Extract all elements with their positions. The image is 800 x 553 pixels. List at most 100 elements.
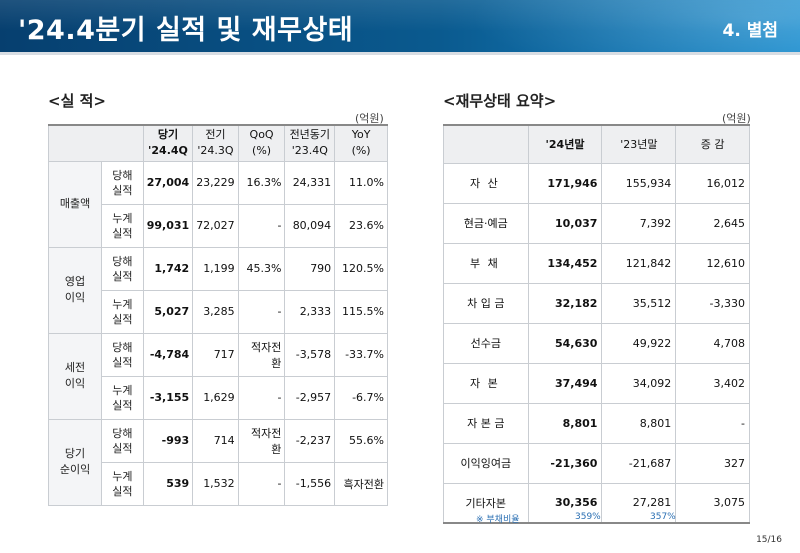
table-row: 기타자본 30,356 27,281 3,075 [443, 482, 750, 524]
table-cell: 134,452 [527, 242, 603, 284]
row-label: 자 본 [443, 362, 529, 404]
col-header-2024: '24년말 [527, 124, 603, 164]
table-cell: 539 [142, 461, 194, 506]
col-header-yearago: 전년동기 '23.4Q [284, 124, 336, 162]
col-header-current: 당기 '24.4Q [142, 124, 194, 162]
col-header-prev: 전기 '24.3Q [192, 124, 239, 162]
table-cell: 121,842 [601, 242, 677, 284]
table-cell: 55.6% [334, 418, 388, 463]
group-label: 세전 이익 [47, 332, 103, 420]
header-bar: '24.4분기 실적 및 재무상태 4. 별첨 [0, 0, 800, 52]
debt-ratio-2024: 359% [575, 512, 601, 522]
table-cell: 16,012 [675, 162, 750, 204]
table-cell: -993 [142, 418, 194, 463]
table-cell: - [237, 289, 286, 334]
row-type-label: 당해 실적 [101, 160, 144, 205]
row-label: 현금·예금 [443, 202, 529, 244]
row-type-label: 당해 실적 [101, 418, 144, 463]
table-cell: 1,199 [192, 246, 239, 291]
group-label: 매출액 [47, 160, 103, 248]
table-row: 세전 이익 당해 실적 -4,784 717 적자전환 -3,578 -33.7% [47, 332, 388, 420]
table-row: 부 채 134,452 121,842 12,610 [443, 242, 750, 284]
table-cell: 12,610 [675, 242, 750, 284]
row-type-label: 누계 실적 [101, 375, 144, 420]
table-cell: -6.7% [334, 375, 388, 420]
table-cell: 2,333 [284, 289, 336, 334]
row-label: 선수금 [443, 322, 529, 364]
table-cell: -33.7% [334, 332, 388, 377]
table-cell: 714 [192, 418, 239, 463]
table-cell: 34,092 [601, 362, 677, 404]
row-type-label: 누계 실적 [101, 203, 144, 248]
table-cell: - [237, 203, 286, 248]
row-type-label: 당해 실적 [101, 332, 144, 377]
table-cell: 120.5% [334, 246, 388, 291]
col-header-change: 증 감 [675, 124, 750, 164]
table-cell: - [237, 461, 286, 506]
table-cell: 717 [192, 332, 239, 377]
financial-status-unit: (억원) [722, 112, 751, 125]
table-cell: 23,229 [192, 160, 239, 205]
table-cell: 49,922 [601, 322, 677, 364]
table-row: 차 입 금 32,182 35,512 -3,330 [443, 282, 750, 324]
table-cell: -2,957 [284, 375, 336, 420]
table-cell: 적자전환 [237, 418, 286, 463]
table-row: 누계 실적 99,031 72,027-80,094 23.6% [49, 203, 388, 248]
table-cell: 115.5% [334, 289, 388, 334]
group-label: 영업 이익 [47, 246, 103, 334]
table-cell: 99,031 [142, 203, 194, 248]
row-label: 자 본 금 [443, 402, 529, 444]
row-label: 기타자본 [443, 482, 529, 524]
table-cell: 3,285 [192, 289, 239, 334]
table-cell: 37,494 [527, 362, 603, 404]
header-blank [443, 124, 529, 164]
row-label: 차 입 금 [443, 282, 529, 324]
table-cell: 35,512 [601, 282, 677, 324]
header-decoration [420, 0, 800, 52]
financial-status-table: '24년말 '23년말 증 감 자 산 171,946 155,934 16,012 현… [443, 124, 750, 524]
row-type-label: 누계 실적 [101, 289, 144, 334]
table-row: 이익잉여금 -21,360 -21,687 327 [443, 442, 750, 484]
col-header-yoy: YoY (%) [334, 124, 388, 162]
table-cell: 2,645 [675, 202, 750, 244]
results-section-title: <실 적> [48, 92, 106, 110]
page-title: '24.4분기 실적 및 재무상태 [18, 15, 354, 46]
table-cell: 27,004 [142, 160, 194, 205]
debt-ratio-label: ※ 부채비율 [476, 515, 520, 525]
table-cell: -3,155 [142, 375, 194, 420]
table-cell: 1,629 [192, 375, 239, 420]
table-cell: 27,281 [601, 482, 677, 524]
table-cell: 80,094 [284, 203, 336, 248]
table-cell: -2,237 [284, 418, 336, 463]
table-row: 자 본 금 8,801 8,801- [443, 402, 750, 444]
debt-ratio-2023: 357% [650, 512, 676, 522]
group-label: 당기 순이익 [47, 418, 103, 506]
table-cell: 3,075 [675, 482, 750, 524]
row-label: 부 채 [443, 242, 529, 284]
table-cell: -21,360 [527, 442, 603, 484]
table-cell: 16.3% [237, 160, 286, 205]
row-label: 이익잉여금 [443, 442, 529, 484]
results-unit: (억원) [355, 112, 384, 125]
table-cell: -3,578 [284, 332, 336, 377]
table-cell: 790 [284, 246, 336, 291]
table-row: 영업 이익 당해 실적 1,742 1,199 45.3% 790 120.5% [47, 246, 388, 334]
financial-status-section-title: <재무상태 요약> [443, 92, 557, 110]
table-cell: -21,687 [601, 442, 677, 484]
table-cell: -3,330 [675, 282, 750, 324]
table-cell: 1,742 [142, 246, 194, 291]
table-cell: 8,801 [601, 402, 677, 444]
table-cell: 흑자전환 [334, 461, 388, 506]
header-blank [48, 124, 144, 162]
table-cell: 155,934 [601, 162, 677, 204]
table-cell: 적자전환 [237, 332, 286, 377]
table-cell: 32,182 [527, 282, 603, 324]
table-cell: 171,946 [527, 162, 603, 204]
table-cell: -4,784 [142, 332, 194, 377]
table-cell: 10,037 [527, 202, 603, 244]
row-label: 자 산 [443, 162, 529, 204]
section-label: 4. 별첨 [722, 21, 779, 41]
table-row: 선수금 54,630 49,922 4,708 [443, 322, 750, 364]
row-type-label: 누계 실적 [101, 461, 144, 506]
row-type-label: 당해 실적 [101, 246, 144, 291]
